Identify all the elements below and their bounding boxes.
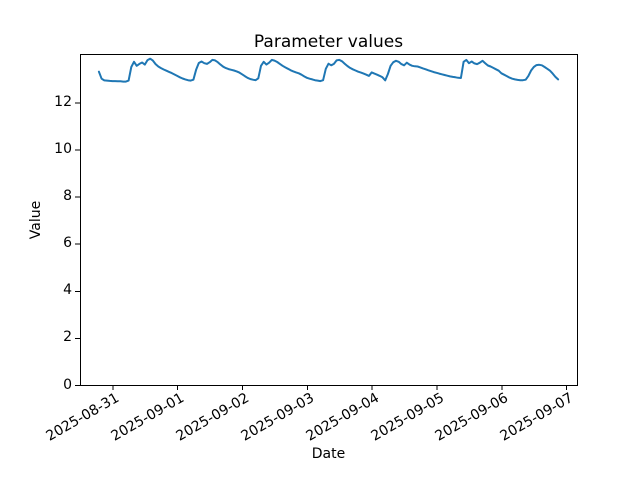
y-tick-label: 6	[63, 235, 72, 252]
y-tick-label: 10	[54, 140, 72, 157]
parameter-values-line	[97, 57, 560, 83]
axes-spines	[80, 54, 578, 386]
chart-title: Parameter values	[253, 32, 404, 52]
x-axis-label: Date	[311, 446, 346, 462]
y-tick-label: 8	[63, 188, 72, 205]
y-tick-label: 4	[63, 282, 72, 299]
y-tick-label: 0	[63, 376, 72, 393]
y-tick-label: 12	[54, 93, 72, 110]
y-axis-label: Value	[28, 200, 44, 240]
y-tick-label: 2	[63, 329, 72, 346]
